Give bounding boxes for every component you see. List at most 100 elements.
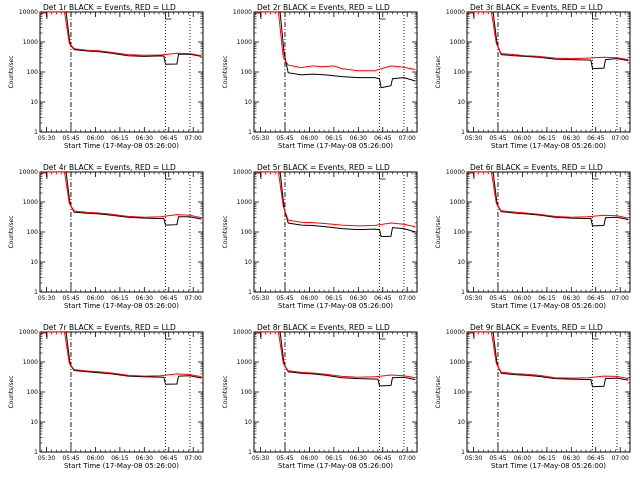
panel-title: Det 7r BLACK = Events, RED = LLD [43,323,176,332]
plot-frame [39,11,204,133]
plot-frame [253,331,418,453]
lld-series-line [467,172,629,219]
y-axis-label: Counts/sec [435,375,442,408]
y-tick-label: 10000 [19,9,38,16]
panel-title: Det 2r BLACK = Events, RED = LLD [257,3,390,12]
plot-frame [253,171,418,293]
y-axis-label: Counts/sec [8,215,15,248]
y-tick-label: 10000 [19,169,38,176]
y-axis-label: Counts/sec [8,375,15,408]
y-tick-label: 1 [461,129,465,136]
y-tick-label: 10 [457,99,465,106]
y-tick-label: 10 [30,419,38,426]
segment-bracket-mark [165,13,172,20]
x-tick-label: 07:00 [612,455,629,462]
plot-frame [466,11,631,133]
x-tick-label: 05:30 [252,135,269,142]
x-tick-label: 05:45 [62,455,79,462]
events-series-line [40,172,202,226]
panel-title: Det 5r BLACK = Events, RED = LLD [257,163,390,172]
x-tick-label: 06:00 [301,455,318,462]
panel-title: Det 9r BLACK = Events, RED = LLD [470,323,603,332]
lld-series-line [254,12,416,72]
lld-series-line [254,332,416,379]
x-tick-label: 06:45 [160,295,177,302]
plot-panel-9: Det 9r BLACK = Events, RED = LLD10000100… [435,323,631,470]
x-tick-label: 06:15 [325,455,342,462]
y-tick-label: 100 [27,389,39,396]
events-series-line [467,332,629,388]
y-tick-label: 1 [34,449,38,456]
y-tick-label: 1 [248,289,252,296]
x-tick-label: 06:30 [136,135,153,142]
y-tick-label: 10 [244,99,252,106]
x-tick-label: 06:15 [538,295,555,302]
y-axis-label: Counts/sec [435,215,442,248]
events-series-line [254,332,416,387]
corner-bracket-mark [41,12,48,19]
plot-frame [466,171,631,293]
x-tick-label: 06:45 [587,455,604,462]
panel-title: Det 1r BLACK = Events, RED = LLD [43,3,176,12]
x-tick-label: 06:45 [160,455,177,462]
x-tick-label: 07:00 [399,295,416,302]
x-tick-label: 07:00 [399,455,416,462]
corner-bracket-mark [468,332,475,339]
x-tick-label: 05:30 [465,135,482,142]
x-tick-label: 06:30 [136,455,153,462]
lld-series-line [254,172,416,228]
y-tick-label: 1 [461,289,465,296]
x-tick-label: 07:00 [185,455,202,462]
segment-bracket-mark [592,173,599,180]
plot-panel-5: Det 5r BLACK = Events, RED = LLD10000100… [222,163,418,310]
events-series-line [254,172,416,238]
segment-bracket-mark [379,333,386,340]
y-tick-label: 10 [30,99,38,106]
plot-frame [253,11,418,133]
x-tick-label: 06:30 [350,135,367,142]
corner-bracket-mark [468,12,475,19]
y-tick-label: 1000 [237,359,252,366]
lld-series-line [467,332,629,380]
events-series-line [40,12,202,65]
corner-bracket-mark [41,332,48,339]
x-tick-label: 06:00 [301,295,318,302]
events-series-line [467,172,629,227]
x-tick-label: 06:45 [374,135,391,142]
events-series-line [40,332,202,385]
x-tick-label: 05:45 [276,135,293,142]
x-tick-label: 05:30 [38,295,55,302]
y-axis-label: Counts/sec [435,55,442,88]
y-tick-label: 1000 [23,199,38,206]
y-tick-label: 10 [457,259,465,266]
y-tick-label: 10 [30,259,38,266]
x-tick-label: 06:30 [563,455,580,462]
x-tick-label: 06:45 [587,295,604,302]
plot-panel-4: Det 4r BLACK = Events, RED = LLD10000100… [8,163,204,310]
x-tick-label: 06:15 [538,135,555,142]
x-tick-label: 07:00 [612,135,629,142]
y-tick-label: 1000 [237,199,252,206]
y-tick-label: 1000 [23,359,38,366]
events-series-line [467,12,629,70]
x-tick-label: 06:45 [374,295,391,302]
corner-bracket-mark [41,172,48,179]
x-tick-label: 05:30 [38,455,55,462]
y-tick-label: 100 [454,229,466,236]
y-tick-label: 100 [27,69,39,76]
x-tick-label: 05:45 [62,295,79,302]
y-tick-label: 10000 [19,329,38,336]
y-tick-label: 100 [241,229,253,236]
y-tick-label: 100 [27,229,39,236]
x-tick-label: 05:45 [489,455,506,462]
y-tick-label: 1 [34,129,38,136]
x-tick-label: 06:45 [587,135,604,142]
x-axis-label: Start Time (17-May-08 05:26:00) [64,302,179,310]
segment-bracket-mark [379,173,386,180]
panel-title: Det 8r BLACK = Events, RED = LLD [257,323,390,332]
y-tick-label: 1000 [450,39,465,46]
y-tick-label: 1000 [23,39,38,46]
x-axis-label: Start Time (17-May-08 05:26:00) [64,142,179,150]
plot-panel-6: Det 6r BLACK = Events, RED = LLD10000100… [435,163,631,310]
